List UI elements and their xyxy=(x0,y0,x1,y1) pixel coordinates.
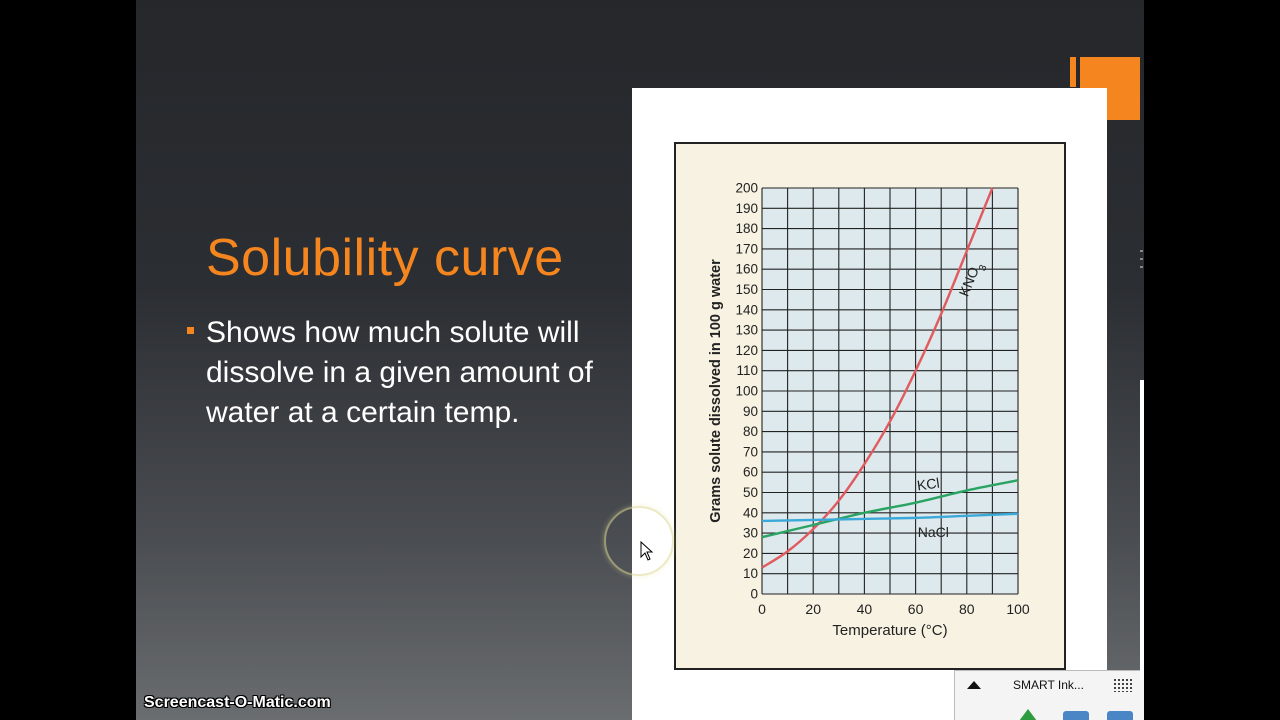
x-tick-label: 0 xyxy=(758,601,766,617)
x-axis-label: Temperature (°C) xyxy=(832,622,947,639)
series-line-kno3 xyxy=(761,187,994,569)
x-tick-label: 40 xyxy=(857,601,873,617)
watermark: Screencast-O-Matic.com xyxy=(144,694,331,711)
y-tick-label: 160 xyxy=(735,262,758,277)
solubility-chart: 0 10 20 30 40 50 60 70 80 90 100 110 120 130 140 150 160… xyxy=(674,142,1066,670)
y-tick-label: 30 xyxy=(743,526,758,541)
pointer-icon xyxy=(640,541,654,561)
y-tick-label: 40 xyxy=(743,505,758,520)
y-tick-label: 50 xyxy=(743,485,758,500)
slide-title: Solubility curve xyxy=(206,229,564,287)
bullet-text: Shows how much solute will dissolve in a… xyxy=(206,316,593,429)
edge-panel xyxy=(1140,380,1144,680)
y-tick-label: 90 xyxy=(743,404,758,419)
series-label-nacl: NaCl xyxy=(918,524,949,540)
edge-marks xyxy=(1140,250,1144,280)
y-tick-label: 10 xyxy=(743,566,758,581)
y-tick-label: 150 xyxy=(735,282,758,297)
grid-icon[interactable] xyxy=(1113,678,1133,692)
y-tick-label: 180 xyxy=(735,221,758,236)
bullet-marker xyxy=(187,327,194,334)
forward-arrow-icon[interactable] xyxy=(1107,711,1133,720)
y-tick-label: 120 xyxy=(735,343,758,358)
cursor-highlight xyxy=(604,506,674,576)
x-tick-label: 100 xyxy=(1006,601,1030,617)
y-tick-label: 100 xyxy=(735,384,758,399)
series-label-kcl: KCl xyxy=(916,475,941,494)
y-tick-label: 20 xyxy=(743,546,758,561)
accent-bar xyxy=(1070,57,1076,87)
x-tick-label: 80 xyxy=(959,601,975,617)
y-axis-label: Grams solute dissolved in 100 g water xyxy=(708,259,724,523)
x-tick-label: 60 xyxy=(908,601,924,617)
y-tick-label: 70 xyxy=(743,444,758,459)
y-tick-label: 170 xyxy=(735,241,758,256)
y-tick-label: 200 xyxy=(735,181,758,196)
y-tick-label: 110 xyxy=(736,363,758,378)
x-tick-label: 20 xyxy=(805,601,821,617)
y-tick-label: 140 xyxy=(735,302,758,317)
smart-ink-toolbar[interactable]: SMART Ink... xyxy=(954,670,1144,720)
y-tick-label: 60 xyxy=(743,465,758,480)
back-arrow-icon[interactable] xyxy=(1063,711,1089,720)
presentation-slide: Solubility curve Shows how much solute w… xyxy=(136,0,1144,720)
series-line-nacl xyxy=(761,512,1019,523)
series-line-kcl xyxy=(761,479,1019,539)
y-tick-label: 130 xyxy=(735,323,758,338)
smart-ink-label[interactable]: SMART Ink... xyxy=(1013,678,1084,692)
y-tick-label: 0 xyxy=(750,587,758,602)
chart-image: 0 10 20 30 40 50 60 70 80 90 100 110 120 130 140 150 160… xyxy=(632,88,1107,720)
collapse-icon[interactable] xyxy=(967,681,981,689)
home-icon[interactable] xyxy=(1019,709,1037,720)
smart-ink-nav xyxy=(955,705,1144,720)
y-tick-label: 190 xyxy=(735,201,758,216)
y-tick-label: 80 xyxy=(743,424,758,439)
